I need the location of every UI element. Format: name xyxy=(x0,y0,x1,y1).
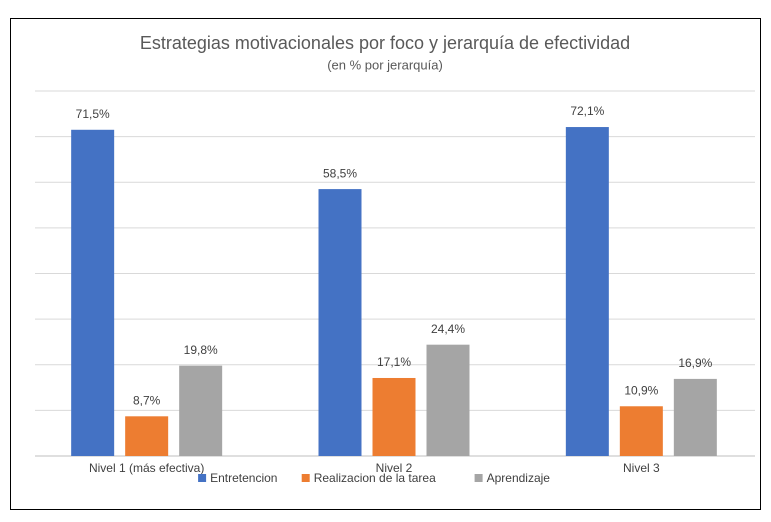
data-label: 16,9% xyxy=(678,356,712,370)
data-label: 17,1% xyxy=(377,355,411,369)
legend-label: Entretencion xyxy=(210,471,277,485)
chart-title: Estrategias motivacionales por foco y je… xyxy=(140,33,630,53)
x-tick-label: Nivel 1 (más efectiva) xyxy=(89,461,204,475)
legend-swatch xyxy=(301,474,310,482)
data-label: 24,4% xyxy=(431,322,465,336)
data-label: 8,7% xyxy=(133,393,161,407)
bar xyxy=(426,344,470,456)
chart-subtitle: (en % por jerarquía) xyxy=(327,57,443,72)
legend-label: Realizacion de la tarea xyxy=(314,471,436,485)
bar xyxy=(372,377,416,456)
bar xyxy=(179,365,223,456)
bar xyxy=(565,127,609,456)
bar xyxy=(125,416,169,456)
x-tick-label: Nivel 3 xyxy=(623,461,660,475)
bar xyxy=(71,129,115,456)
legend-swatch xyxy=(474,474,483,482)
data-label: 72,1% xyxy=(570,104,604,118)
bar xyxy=(318,189,362,456)
legend-label: Aprendizaje xyxy=(487,471,551,485)
legend-swatch xyxy=(198,474,207,482)
data-label: 19,8% xyxy=(184,343,218,357)
x-tick-label: Nivel 2 xyxy=(376,461,413,475)
data-label: 10,9% xyxy=(624,383,658,397)
bar xyxy=(673,378,717,456)
data-label: 71,5% xyxy=(76,107,110,121)
bar xyxy=(619,406,663,456)
data-label: 58,5% xyxy=(323,166,357,180)
